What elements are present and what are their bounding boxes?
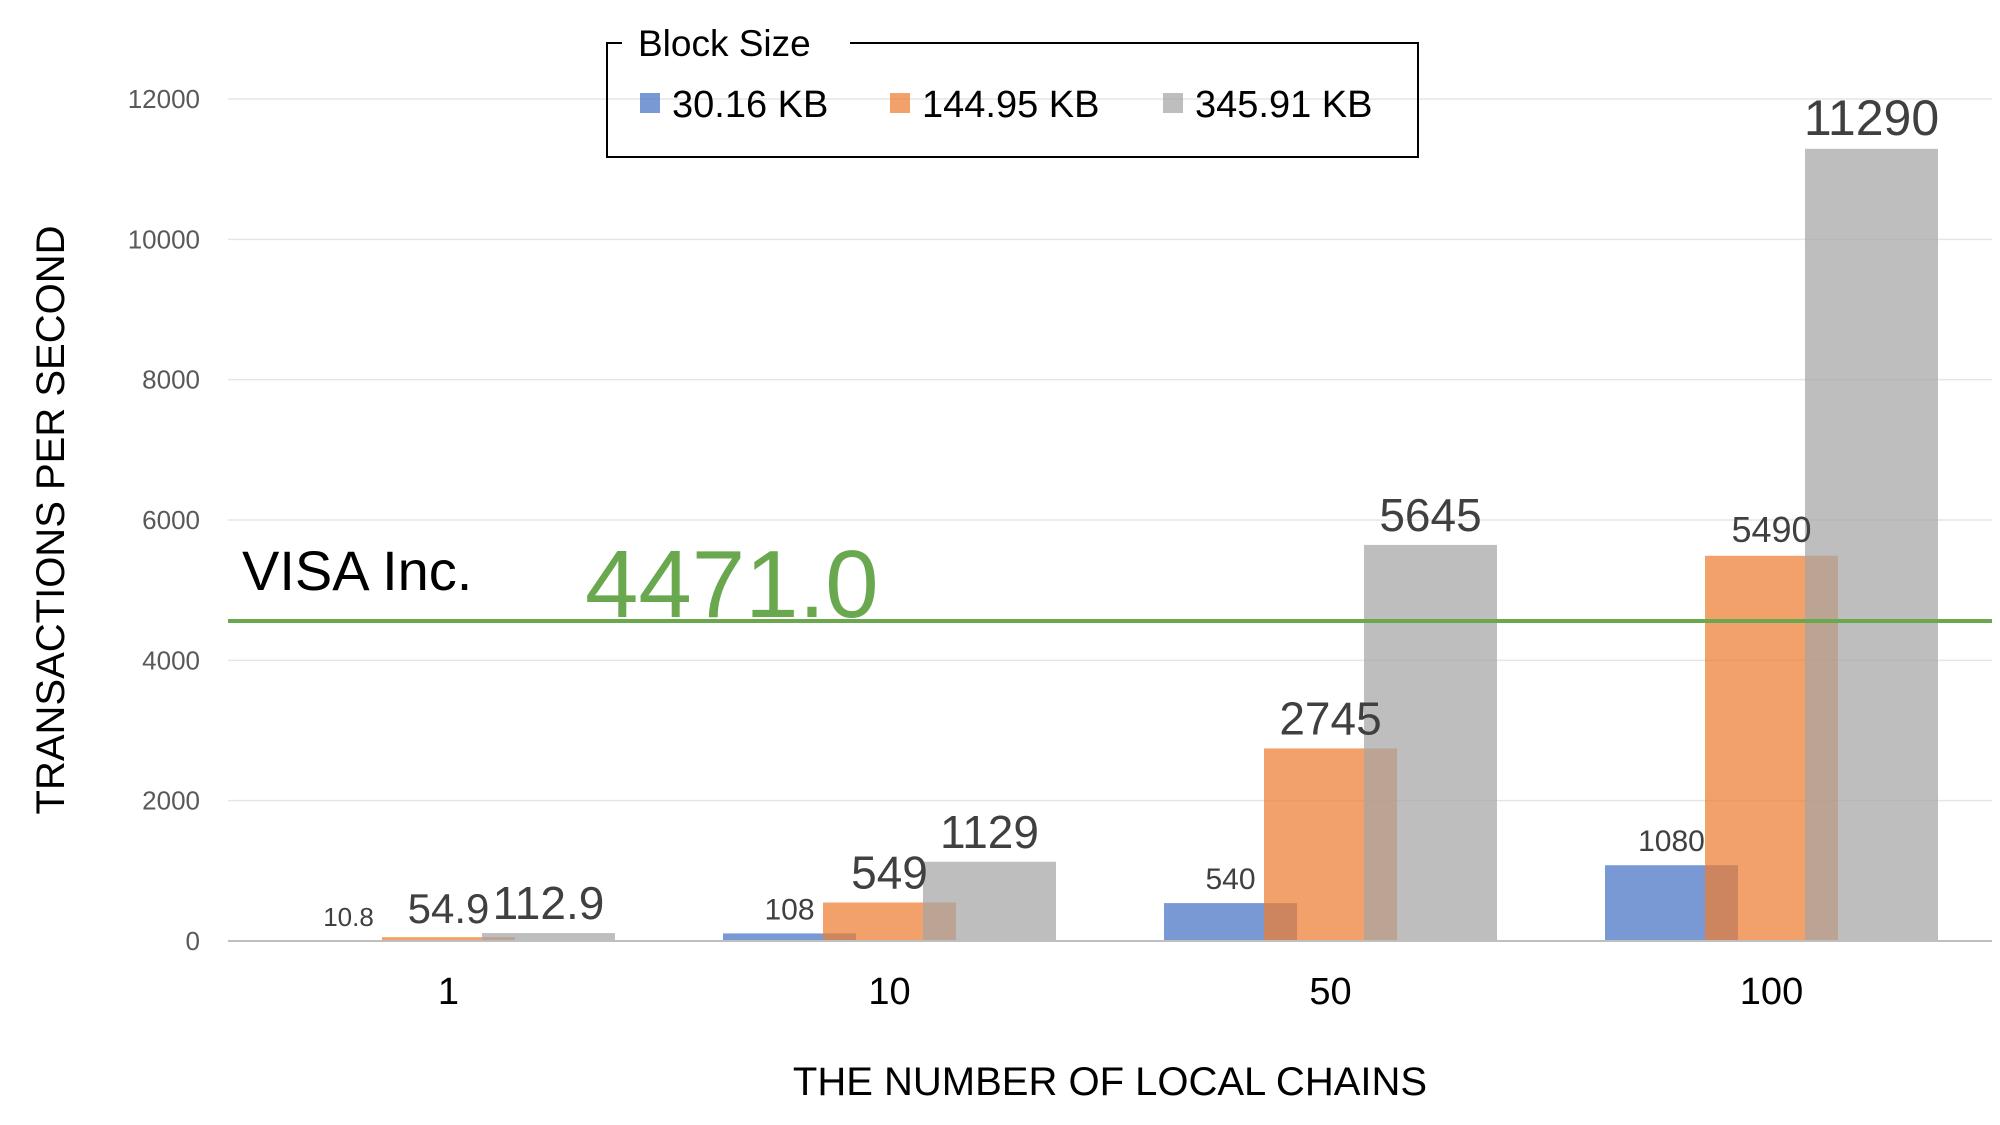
y-tick-label: 2000	[142, 786, 200, 816]
legend-label: 345.91 KB	[1195, 84, 1372, 126]
x-tick-label: 1	[438, 971, 459, 1013]
y-tick-label: 6000	[142, 505, 200, 535]
y-tick-label: 8000	[142, 365, 200, 395]
data-label: 1080	[1638, 825, 1705, 858]
bar	[382, 937, 515, 941]
x-tick-label: 10	[868, 971, 910, 1013]
data-label: 112.9	[493, 877, 605, 929]
reference-line-label: VISA Inc.	[242, 539, 472, 602]
bar	[1364, 544, 1497, 941]
data-label: 10.8	[323, 902, 374, 932]
data-label: 540	[1205, 863, 1255, 896]
bar	[923, 861, 1056, 941]
legend-label: 144.95 KB	[922, 84, 1099, 126]
x-tick-label: 50	[1309, 971, 1351, 1013]
bar	[482, 933, 615, 941]
reference-line-value: 4471.0	[585, 531, 879, 638]
y-tick-label: 12000	[128, 84, 200, 114]
data-label: 2745	[1279, 692, 1381, 744]
data-label: 5490	[1731, 509, 1811, 550]
y-tick-label: 10000	[128, 224, 200, 254]
data-label: 11290	[1804, 90, 1939, 146]
gridlines	[228, 98, 1992, 802]
y-axis-ticks: 0 2000 4000 6000 8000 10000 12000	[128, 84, 200, 956]
x-tick-label: 100	[1740, 971, 1803, 1013]
legend-swatch	[640, 93, 660, 113]
legend-label: 30.16 KB	[672, 84, 828, 126]
data-label: 1129	[940, 806, 1039, 858]
bar	[723, 933, 856, 941]
x-axis-categories: 1 10 50 100	[438, 971, 1803, 1013]
bar	[1805, 148, 1938, 941]
data-label: 108	[764, 893, 814, 926]
legend-items: 30.16 KB 144.95 KB 345.91 KB	[640, 84, 1372, 126]
legend-swatch	[890, 93, 910, 113]
legend-swatch	[1163, 93, 1183, 113]
bars	[282, 148, 1938, 941]
data-label: 549	[851, 846, 928, 898]
x-axis-title: THE NUMBER OF LOCAL CHAINS	[793, 1060, 1427, 1104]
y-tick-label: 0	[186, 926, 200, 956]
data-label: 5645	[1379, 489, 1481, 541]
legend-title: Block Size	[638, 23, 811, 64]
legend: Block Size 30.16 KB 144.95 KB 345.91 KB	[606, 23, 1419, 158]
y-tick-label: 4000	[142, 645, 200, 675]
legend-frame	[606, 42, 1419, 158]
data-label: 54.9	[408, 885, 490, 932]
y-axis-title: TRANSACTIONS PER SECOND	[29, 226, 73, 815]
